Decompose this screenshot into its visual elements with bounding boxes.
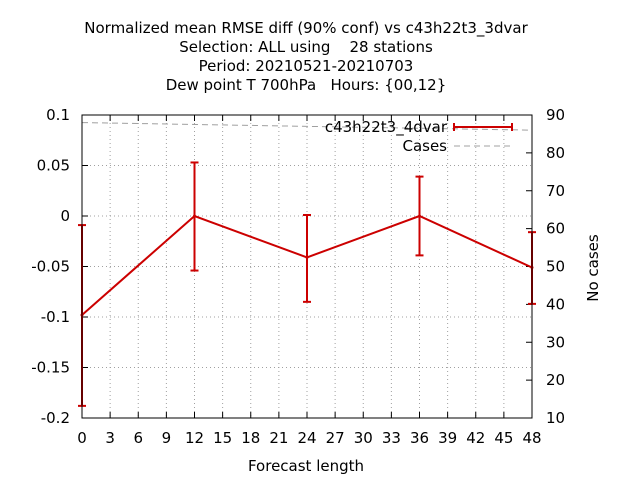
axis-ticks: 0 3 6 9 12 15 18 21 24 27 30 33 36 39 42 45 480.10.050-0…	[31, 106, 565, 447]
y2-axis-label: No cases	[584, 234, 602, 302]
chart-title: Normalized mean RMSE diff (90% conf) vs …	[84, 19, 528, 94]
title-line-2: Selection: ALL using 28 stations	[179, 38, 433, 56]
series-line-cases	[81, 122, 533, 131]
y-tick-label: 0.1	[46, 106, 70, 124]
x-tick-label: 45	[494, 429, 513, 447]
y2-tick-label: 10	[546, 409, 565, 427]
x-tick-label: 27	[326, 429, 345, 447]
x-tick-label: 48	[522, 429, 541, 447]
y-tick-label: -0.05	[31, 258, 70, 276]
y-tick-label: -0.2	[41, 409, 70, 427]
y-tick-label: -0.1	[41, 308, 70, 326]
x-tick-label: 33	[382, 429, 401, 447]
data-point	[418, 214, 421, 218]
x-tick-label: 3	[105, 429, 115, 447]
y2-tick-label: 80	[546, 144, 565, 162]
y2-tick-label: 30	[546, 333, 565, 351]
y2-tick-label: 60	[546, 220, 565, 238]
y2-tick-label: 90	[546, 106, 565, 124]
y2-tick-label: 40	[546, 295, 565, 313]
x-tick-label: 12	[185, 429, 204, 447]
plot-frame	[81, 114, 533, 419]
x-tick-label: 21	[269, 429, 288, 447]
data-point	[305, 255, 309, 259]
x-axis-label: Forecast length	[248, 457, 364, 475]
y2-tick-label: 20	[546, 371, 565, 389]
y-tick-label: 0	[60, 207, 70, 225]
legend-label-c43h22t3-4dvar: c43h22t3_4dvar	[325, 118, 448, 137]
x-tick-label: 6	[133, 429, 143, 447]
x-tick-label: 42	[466, 429, 485, 447]
y-tick-label: -0.15	[31, 359, 70, 377]
title-line-4: Dew point T 700hPa Hours: {00,12}	[166, 76, 447, 94]
x-tick-label: 18	[241, 429, 260, 447]
x-tick-label: 24	[297, 429, 316, 447]
x-tick-label: 0	[77, 429, 87, 447]
x-tick-label: 15	[213, 429, 232, 447]
title-line-3: Period: 20210521-20210703	[199, 57, 414, 75]
y2-tick-label: 50	[546, 258, 565, 276]
x-tick-label: 39	[438, 429, 457, 447]
title-line-1: Normalized mean RMSE diff (90% conf) vs …	[84, 19, 528, 38]
y-tick-label: 0.05	[37, 157, 70, 175]
y2-tick-label: 70	[546, 182, 565, 200]
legend-label-cases: Cases	[402, 137, 447, 155]
data-point	[193, 214, 196, 218]
x-tick-label: 30	[354, 429, 373, 447]
x-tick-label: 36	[410, 429, 429, 447]
x-tick-label: 9	[162, 429, 172, 447]
